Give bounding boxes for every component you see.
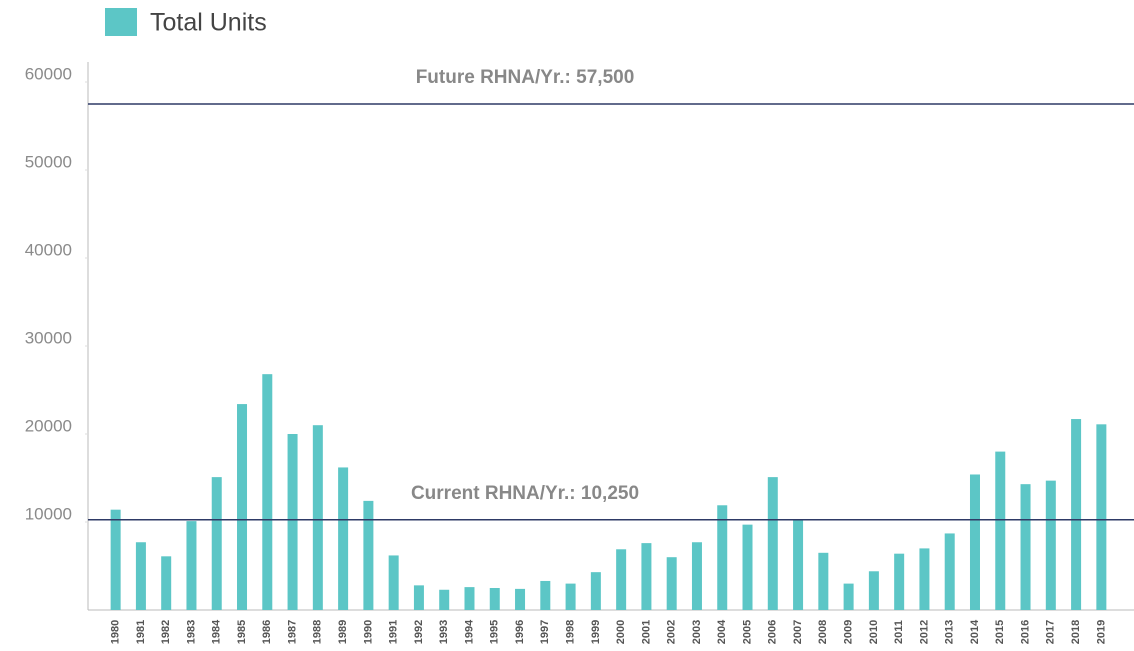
x-tick-label: 1992 [413, 620, 425, 644]
bar [135, 542, 146, 610]
x-tick-label: 2005 [741, 620, 753, 644]
x-tick-label: 1997 [539, 620, 551, 644]
bar [641, 543, 652, 610]
bar [944, 533, 955, 610]
x-tick-label: 1986 [261, 620, 273, 644]
bar [919, 548, 930, 610]
bar [742, 524, 753, 610]
x-tick-label: 2018 [1070, 620, 1082, 644]
x-tick-label: 2003 [691, 620, 703, 644]
bar [818, 552, 829, 610]
bar [995, 451, 1006, 610]
x-tick-label: 2010 [868, 620, 880, 644]
bar [287, 434, 298, 610]
x-tick-label: 2013 [944, 620, 956, 644]
bar [515, 588, 526, 610]
x-tick-label: 1999 [590, 620, 602, 644]
bar [969, 474, 980, 610]
bar [1071, 419, 1082, 610]
x-tick-label: 1991 [388, 620, 400, 644]
x-tick-label: 1980 [110, 620, 122, 644]
x-tick-label: 1994 [463, 619, 475, 644]
x-tick-label: 1988 [312, 620, 324, 644]
legend-label: Total Units [150, 9, 267, 37]
y-tick-label: 50000 [25, 152, 72, 171]
bar [1096, 424, 1107, 610]
bar [666, 557, 677, 610]
bar [464, 587, 475, 610]
bar [717, 505, 728, 610]
y-tick-label: 60000 [25, 64, 72, 83]
x-tick-label: 2016 [1019, 620, 1031, 644]
y-tick-label: 20000 [25, 416, 72, 435]
bar [843, 583, 854, 610]
x-tick-label: 1983 [185, 620, 197, 644]
legend-swatch [105, 8, 137, 36]
x-tick-label: 1993 [438, 620, 450, 644]
x-tick-label: 1990 [362, 620, 374, 644]
x-tick-label: 1996 [514, 620, 526, 644]
x-tick-label: 2017 [1045, 620, 1057, 644]
x-tick-label: 2012 [918, 620, 930, 644]
x-tick-label: 1982 [160, 620, 172, 644]
bar [1045, 480, 1056, 610]
reference-label: Current RHNA/Yr.: 10,250 [411, 483, 639, 504]
x-tick-label: 2008 [817, 620, 829, 644]
x-tick-label: 1981 [135, 620, 147, 644]
bar [186, 521, 197, 610]
bar [110, 509, 121, 610]
bar [793, 520, 804, 610]
x-tick-label: 1984 [211, 619, 223, 644]
bar [338, 467, 349, 610]
bar [489, 588, 500, 610]
x-tick-label: 2000 [615, 620, 627, 644]
x-tick-label: 2006 [767, 620, 779, 644]
bar [439, 589, 450, 610]
bar [540, 580, 551, 610]
x-tick-label: 1985 [236, 620, 248, 644]
x-tick-label: 2019 [1095, 620, 1107, 644]
bar [691, 542, 702, 610]
bar [767, 477, 778, 610]
x-tick-label: 2009 [843, 620, 855, 644]
x-tick-label: 1998 [564, 620, 576, 644]
bar [894, 553, 905, 610]
bar [616, 549, 627, 610]
x-tick-label: 2004 [716, 619, 728, 644]
x-tick-label: 2015 [994, 620, 1006, 644]
x-tick-label: 1995 [489, 620, 501, 644]
x-tick-label: 2001 [640, 620, 652, 644]
bar [161, 556, 172, 610]
bar [590, 572, 601, 610]
y-tick-label: 10000 [25, 504, 72, 523]
bar [211, 477, 222, 610]
bar [237, 404, 248, 610]
reference-label: Future RHNA/Yr.: 57,500 [416, 67, 635, 88]
x-tick-label: 2007 [792, 620, 804, 644]
bar [312, 425, 323, 610]
bar [262, 374, 273, 610]
x-tick-label: 1989 [337, 620, 349, 644]
x-tick-label: 2011 [893, 620, 905, 644]
x-tick-label: 2014 [969, 619, 981, 644]
bar [413, 585, 424, 610]
x-tick-label: 2002 [666, 620, 678, 644]
y-tick-label: 30000 [25, 328, 72, 347]
bar [868, 571, 879, 610]
bar [363, 500, 374, 610]
bar [565, 583, 576, 610]
bar [388, 555, 399, 610]
y-tick-label: 40000 [25, 240, 72, 259]
bar [1020, 484, 1031, 610]
x-tick-label: 1987 [286, 620, 298, 644]
